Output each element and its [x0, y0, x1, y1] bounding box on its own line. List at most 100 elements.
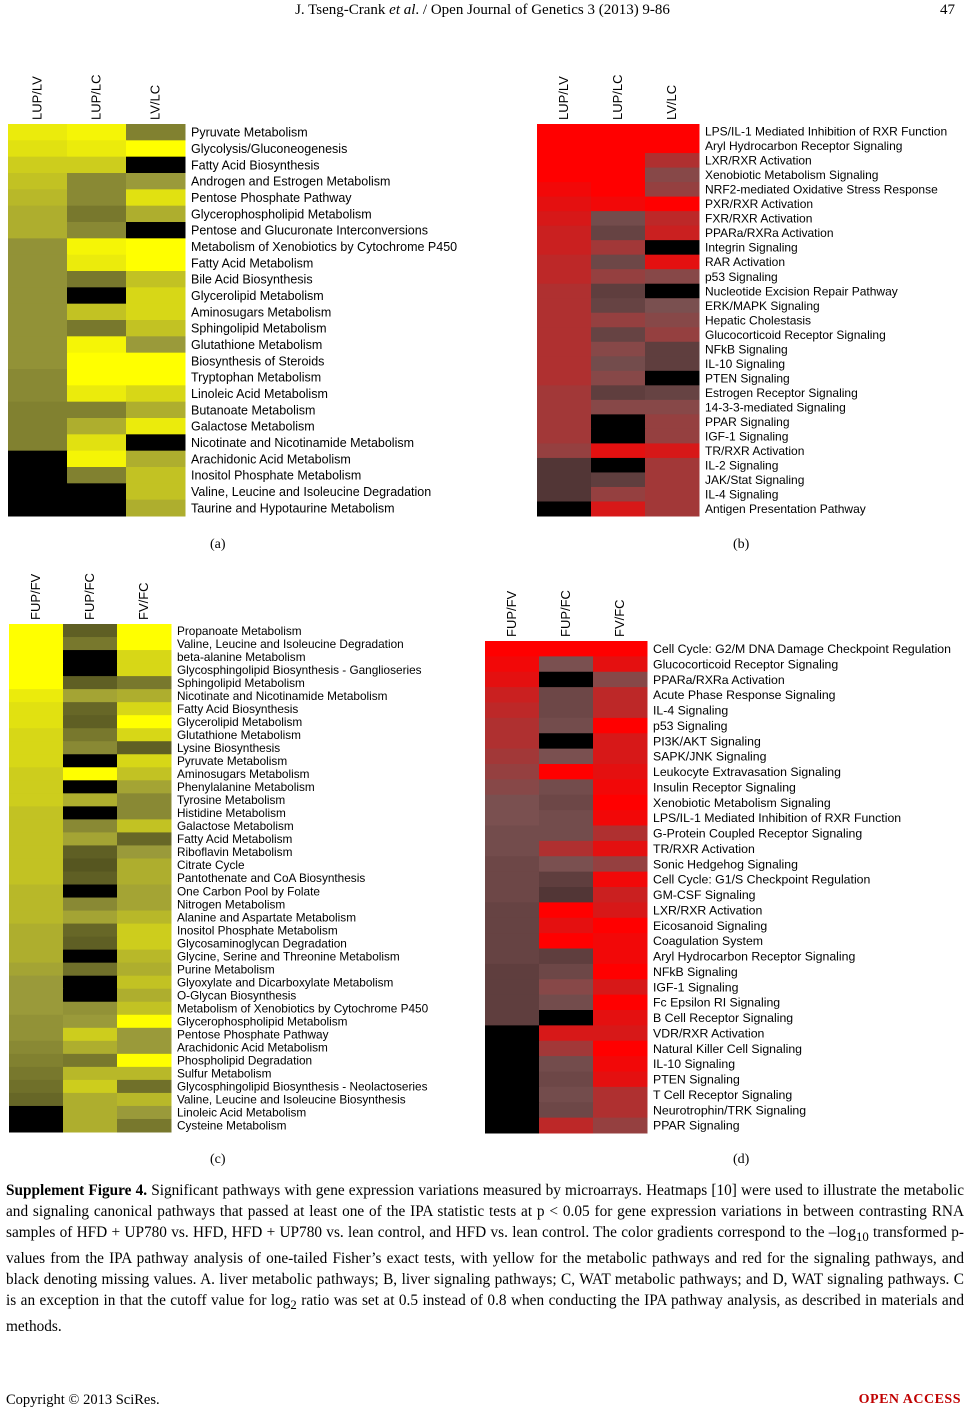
heatmap-cell	[63, 663, 118, 677]
heatmap-cell	[593, 902, 648, 919]
heatmap-cell	[126, 369, 186, 386]
heatmap-cell	[63, 741, 118, 755]
row-label: Cell Cycle: G2/M DNA Damage Checkpoint R…	[653, 642, 951, 656]
row-label: beta-alanine Metabolism	[177, 650, 306, 664]
row-label: LXR/RXR Activation	[705, 154, 812, 168]
heatmap-cell	[593, 1102, 648, 1119]
heatmap-cell	[537, 486, 592, 502]
heatmap-cell	[117, 663, 172, 677]
row-label: Riboflavin Metabolism	[177, 845, 293, 859]
heatmap-cell	[539, 994, 594, 1011]
heatmap-cell	[67, 271, 127, 288]
heatmap-cell	[645, 269, 700, 285]
row-label: GM-CSF Signaling	[653, 888, 756, 902]
heatmap-cell	[63, 702, 118, 716]
column-label: FUP/FV	[504, 590, 519, 637]
row-label: Valine, Leucine and Isoleucine Degradati…	[177, 637, 404, 651]
heatmap-cell	[63, 676, 118, 690]
row-label: Glycosphingolipid Biosynthesis - Neolact…	[177, 1080, 428, 1094]
row-label: Pentose and Glucuronate Interconversions	[191, 224, 428, 238]
heatmap-cell	[9, 884, 64, 899]
heatmap-cell	[645, 211, 700, 227]
heatmap-cell	[539, 856, 594, 873]
row-label: Insulin Receptor Signaling	[653, 780, 796, 794]
heatmap-cell	[537, 167, 592, 183]
heatmap-cell	[593, 1025, 648, 1042]
row-label: Purine Metabolism	[177, 962, 275, 976]
heatmap-cell	[645, 182, 700, 198]
heatmap-cell	[8, 238, 68, 256]
row-label: PPARa/RXRa Activation	[705, 226, 834, 240]
heatmap-cell	[485, 810, 540, 826]
heatmap-cell	[9, 754, 64, 768]
heatmap-cell	[593, 1071, 648, 1088]
heatmap-cell	[126, 271, 186, 288]
heatmap-cell	[593, 671, 648, 688]
row-label: SAPK/JNK Signaling	[653, 750, 767, 764]
row-label: Antigen Presentation Pathway	[705, 502, 866, 516]
heatmap-cell	[591, 327, 646, 343]
heatmap-cell	[591, 298, 646, 314]
heatmap-cell	[117, 962, 172, 977]
heatmap-cell	[539, 948, 594, 965]
heatmap-cell	[645, 356, 700, 372]
row-label: Taurine and Hypotaurine Metabolism	[191, 501, 395, 515]
heatmap-cell	[117, 637, 172, 651]
row-label: Alanine and Aspartate Metabolism	[177, 910, 356, 924]
heatmap-cell	[9, 819, 64, 833]
heatmap-panel-d: FUP/FV FUP/FC FV/FC Cell Cycle: G2/M DNA Da…	[485, 575, 965, 1134]
heatmap-cell	[591, 501, 646, 517]
heatmap-cell	[67, 287, 127, 305]
heatmap-cell	[67, 418, 127, 435]
row-label: JAK/Stat Signaling	[705, 473, 804, 487]
heatmap-cell	[539, 840, 594, 857]
heatmap-cell	[539, 717, 594, 734]
heatmap-cell	[591, 486, 646, 502]
row-label: Pantothenate and CoA Biosynthesis	[177, 871, 365, 885]
heatmap-cell	[9, 1105, 64, 1120]
header-authors: J. Tseng-Crank	[295, 2, 390, 18]
row-label: Neurotrophin/TRK Signaling	[653, 1103, 806, 1117]
heatmap-cell	[126, 467, 186, 484]
heatmap-cell	[591, 153, 646, 169]
heatmap-cell	[63, 650, 118, 664]
row-label: Metabolism of Xenobiotics by Cytochrome …	[191, 240, 457, 254]
heatmap-cell	[485, 840, 540, 857]
heatmap-cell	[8, 418, 68, 435]
heatmap-cell	[593, 1010, 648, 1026]
heatmap-cell	[9, 767, 64, 781]
row-label: Valine, Leucine and Isoleucine Degradati…	[191, 485, 431, 499]
heatmap-cell	[539, 1086, 594, 1103]
row-label: NFkB Signaling	[653, 965, 738, 979]
row-label: O-Glycan Biosynthesis	[177, 988, 296, 1002]
heatmap-cell	[67, 124, 127, 141]
heatmap-cell	[117, 975, 172, 990]
heatmap-cell	[485, 948, 540, 965]
heatmap-cell	[8, 140, 68, 158]
heatmap-cell	[645, 414, 700, 430]
heatmap-cell	[117, 936, 172, 951]
row-label: Galactose Metabolism	[177, 819, 294, 833]
heatmap-cell	[63, 923, 118, 938]
heatmap-cell	[537, 196, 592, 212]
heatmap-cell	[593, 825, 648, 842]
heatmap-cell	[485, 902, 540, 919]
footer-open-access: OPEN ACCESS	[858, 1392, 961, 1407]
heatmap-cell	[9, 1014, 64, 1029]
heatmap-cell	[591, 240, 646, 256]
heatmap-cell	[539, 748, 594, 765]
heatmap-cell	[539, 687, 594, 703]
heatmap-cell	[9, 923, 64, 938]
heatmap-cell	[117, 988, 172, 1003]
heatmap-cell	[8, 336, 68, 354]
heatmap-cell	[126, 205, 186, 223]
row-label: Metabolism of Xenobiotics by Cytochrome …	[177, 1002, 429, 1016]
heatmap-cell	[645, 124, 700, 140]
heatmap-cell	[9, 715, 64, 729]
heatmap-cell	[593, 748, 648, 765]
heatmap-cell	[63, 936, 118, 951]
row-label: Xenobiotic Metabolism Signaling	[705, 168, 878, 182]
heatmap-cell	[485, 1025, 540, 1042]
heatmap-cell	[8, 303, 68, 321]
heatmap-cell	[645, 327, 700, 343]
